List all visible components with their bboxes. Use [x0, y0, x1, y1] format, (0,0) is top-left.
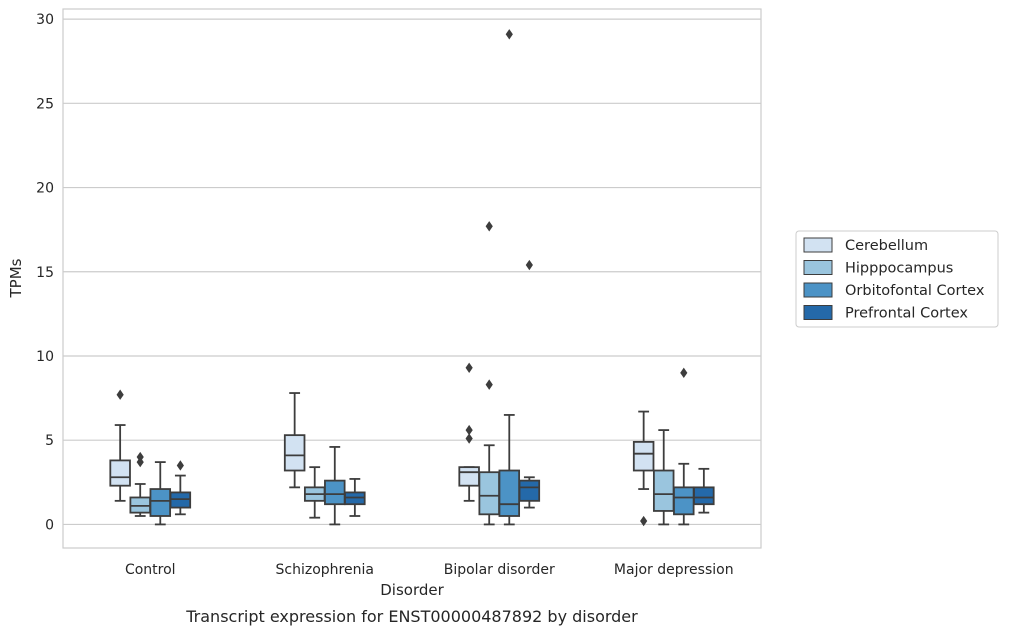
- box-3-1: [344, 478, 366, 517]
- outlier-point: [680, 367, 688, 379]
- box-iqr: [632, 440, 655, 472]
- y-tick-label: 15: [36, 265, 54, 281]
- y-axis-label: TPMs: [7, 258, 25, 298]
- box-series: [109, 29, 715, 527]
- box-iqr: [518, 479, 541, 502]
- y-tick-label: 5: [45, 433, 54, 449]
- x-tick-label: Control: [125, 562, 176, 578]
- box-iqr: [283, 434, 306, 472]
- outlier-point: [485, 379, 493, 390]
- box-3-2: [518, 259, 541, 509]
- outlier-point: [176, 460, 184, 471]
- box-1-0: [129, 451, 151, 517]
- box-0-3: [632, 410, 655, 527]
- outlier-point: [525, 259, 533, 271]
- y-tick-label: 30: [36, 12, 54, 28]
- box-1-3: [652, 429, 675, 526]
- y-tick-label: 20: [36, 181, 54, 197]
- x-axis-label: Disorder: [380, 581, 444, 599]
- grid-lines: [63, 18, 761, 526]
- legend-swatch: [803, 260, 833, 275]
- box-2-2: [498, 29, 521, 526]
- y-tick-label: 25: [36, 96, 54, 112]
- legend-label: Orbitofontal Cortex: [845, 283, 985, 299]
- box-0-2: [458, 362, 480, 502]
- outlier-point: [485, 221, 493, 232]
- outlier-point: [136, 456, 144, 468]
- x-tick-label: Schizophrenia: [276, 562, 374, 578]
- legend-frame: [795, 230, 999, 328]
- y-tick-labels: 0 5 10 15 20 25 30: [36, 12, 54, 533]
- box-2-1: [324, 446, 346, 526]
- outlier-point: [505, 29, 513, 40]
- box-iqr: [458, 466, 480, 487]
- legend-items: Cerebellum Hipppocampus Orbitofontal Corte…: [803, 237, 985, 322]
- x-tick-label: Bipolar disorder: [444, 562, 555, 578]
- box-1-1: [303, 466, 326, 519]
- box-0-1: [283, 392, 306, 489]
- box-iqr: [652, 469, 675, 512]
- x-tick-label: Major depression: [614, 562, 734, 578]
- legend-swatch: [803, 305, 833, 320]
- legend-label: Prefrontal Cortex: [845, 306, 968, 322]
- box-iqr: [478, 471, 500, 516]
- legend-label: Cerebellum: [845, 238, 928, 254]
- box-iqr: [324, 479, 346, 506]
- y-tick-label: 10: [36, 349, 54, 365]
- x-tick-labels: Control Schizophrenia Bipolar disorder Majo…: [125, 562, 734, 578]
- box-2-0: [149, 461, 172, 526]
- outlier-point: [465, 433, 473, 444]
- box-iqr: [109, 459, 131, 487]
- outlier-point: [640, 515, 648, 527]
- box-3-0: [169, 460, 192, 516]
- legend-swatch: [803, 282, 833, 298]
- box-3-3: [693, 467, 715, 514]
- box-1-2: [478, 221, 500, 526]
- plot-frame: [62, 8, 762, 549]
- box-iqr: [498, 469, 521, 517]
- box-0-0: [109, 389, 131, 502]
- legend: Cerebellum Hipppocampus Orbitofontal Corte…: [795, 230, 999, 328]
- outlier-point: [465, 362, 473, 373]
- box-iqr: [673, 486, 695, 516]
- legend-label: Hipppocampus: [845, 261, 953, 277]
- box-2-3: [673, 367, 695, 526]
- legend-swatch: [803, 237, 833, 253]
- y-tick-label: 0: [45, 517, 54, 533]
- figure-caption: Transcript expression for ENST0000048789…: [185, 607, 638, 626]
- outlier-point: [465, 424, 473, 436]
- box-iqr: [149, 488, 172, 517]
- outlier-point: [116, 389, 124, 400]
- box-iqr: [693, 486, 715, 506]
